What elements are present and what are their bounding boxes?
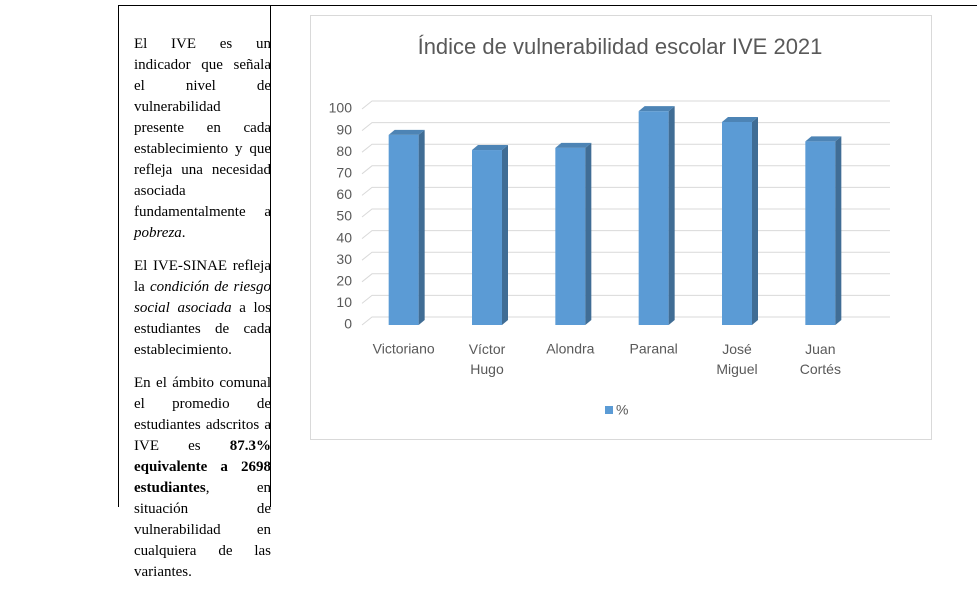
text-run: 87.3% equivalente a 2698 estudiantes: [134, 438, 271, 496]
y-tick-label: 30: [336, 251, 352, 267]
x-tick-label: Juan Cortés: [800, 341, 841, 377]
y-tick-label: 40: [336, 229, 352, 245]
x-tick-label-line: Miguel: [716, 361, 757, 377]
chart: Índice de vulnerabilidad escolar IVE 202…: [310, 15, 932, 440]
text-run: En el ámbito comunal el promedio de estu…: [134, 375, 271, 454]
bar-side: [585, 142, 592, 325]
bar: [555, 142, 592, 325]
bar: [638, 106, 675, 325]
grid-line: [361, 100, 890, 110]
bar-front: [805, 141, 836, 325]
y-tick-label: 10: [336, 294, 352, 310]
bar: [805, 136, 842, 325]
bar-top: [472, 145, 508, 151]
x-tick-label: Víctor Hugo: [469, 341, 506, 377]
grid-line: [361, 294, 890, 304]
bar-top: [638, 106, 675, 112]
bar-front: [722, 121, 752, 326]
bar: [722, 116, 758, 326]
legend-label: %: [616, 402, 628, 418]
y-tick-label: 0: [344, 316, 352, 332]
grid-line: [361, 251, 890, 261]
grid-line: [361, 122, 890, 131]
chart-title: Índice de vulnerabilidad escolar IVE 202…: [418, 34, 823, 59]
x-tick-label: Victoriano: [373, 341, 435, 357]
x-tick-label-line: Víctor: [469, 341, 506, 357]
bar-front: [472, 150, 502, 325]
bar-front: [555, 147, 586, 325]
bar: [472, 145, 508, 325]
grid-line: [361, 316, 890, 326]
x-tick-label-line: Hugo: [470, 361, 504, 377]
y-tick-label: 70: [336, 165, 352, 181]
paragraph: El IVE-SINAE refleja la condición de rie…: [134, 256, 271, 361]
bar-side: [752, 116, 758, 326]
y-tick-label: 50: [336, 208, 352, 224]
y-tick-label: 20: [336, 273, 352, 289]
grid-line: [361, 165, 890, 175]
y-tick-label: 80: [336, 143, 352, 159]
text-run: a los estudiantes de cada establecimient…: [134, 300, 271, 358]
x-tick-label: Alondra: [546, 341, 594, 357]
bar-side: [835, 136, 842, 325]
bar-front: [388, 134, 419, 325]
grid-line: [361, 273, 890, 283]
page: El IVE es un indicador que señala el niv…: [118, 5, 977, 580]
x-tick-label: Paranal: [630, 341, 678, 357]
grid-line: [361, 186, 890, 196]
y-tick-label: 90: [336, 121, 352, 137]
x-tick-label: José Miguel: [716, 341, 757, 377]
text-run: condición de riesgo social asociada: [134, 279, 272, 316]
bar-front: [638, 111, 669, 325]
y-tick-label: 100: [329, 100, 353, 116]
text-run: El IVE-SINAE refleja la: [134, 258, 271, 295]
bar-side: [668, 106, 675, 325]
grid-line: [361, 143, 890, 153]
text-run: El IVE es un indicador que señala el niv…: [134, 36, 271, 220]
chart-frame: [310, 15, 932, 440]
x-tick-label-line: Juan: [805, 341, 835, 357]
bar-top: [555, 142, 592, 148]
text-run: .: [181, 225, 186, 241]
bar: [388, 129, 425, 325]
grid-line: [361, 230, 890, 239]
bar-side: [418, 129, 425, 325]
y-tick-label: 60: [336, 186, 352, 202]
x-tick-label-line: José: [722, 341, 752, 357]
bar-top: [388, 129, 425, 135]
x-tick-label-line: Cortés: [800, 361, 841, 377]
bar-side: [502, 145, 508, 325]
bar-top: [722, 116, 758, 122]
grid-line: [361, 208, 890, 218]
paragraph: El IVE es un indicador que señala el niv…: [134, 34, 271, 244]
legend-swatch: [605, 406, 613, 414]
text-run: pobreza: [134, 225, 182, 241]
bar-top: [805, 136, 842, 142]
